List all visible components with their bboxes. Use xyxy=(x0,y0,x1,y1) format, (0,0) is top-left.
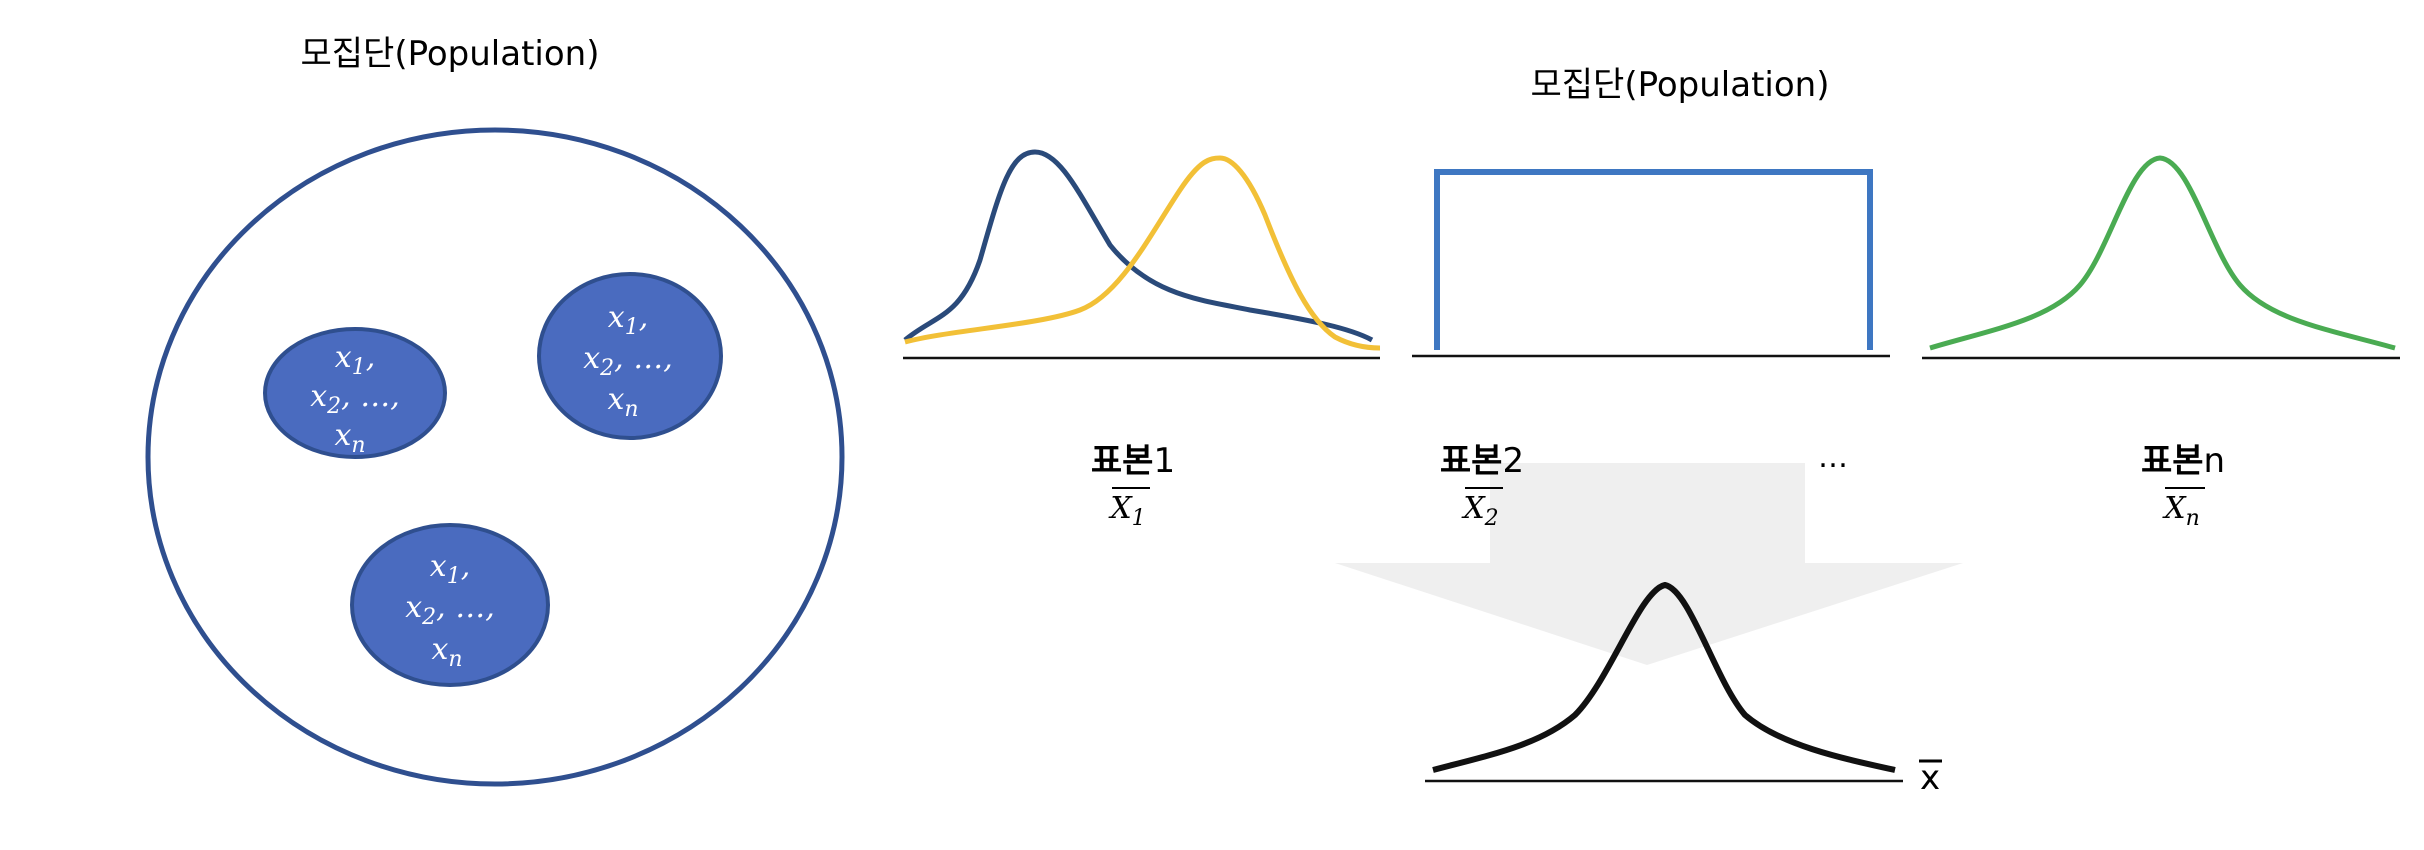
sample-blob-2-line3: xn xyxy=(607,382,638,422)
sample-blob-1-line1: x1, xyxy=(335,340,375,380)
xbar-axis-label: x xyxy=(1920,758,1940,798)
sample-blob-3-line1: x1, xyxy=(430,549,470,589)
sample-blob-3-line2: x2, …, xyxy=(405,590,495,630)
sample-blob-1-shape xyxy=(263,327,447,459)
sample-mean-1: X1 xyxy=(1108,487,1150,531)
sampling-distribution-panel: x xyxy=(1425,581,1942,798)
sample-mean-1-text: X1 xyxy=(1108,491,1145,531)
sample-label-2: 표본2 xyxy=(1440,441,1524,481)
sample-label-ellipsis: … xyxy=(1818,440,1848,475)
sample-blob-1: x1, x2, …, xn xyxy=(263,327,447,459)
sample-label-1: 표본1 xyxy=(1091,441,1175,481)
sample-mean-2-text: X2 xyxy=(1461,491,1498,531)
skewed-left-curve xyxy=(904,155,1381,351)
population-title-right: 모집단(Population) xyxy=(1530,65,1829,105)
sample-blob-3-line3: xn xyxy=(431,632,462,672)
sample-mean-n: Xn xyxy=(2162,487,2205,531)
normal-curve-green xyxy=(1929,155,2396,351)
uniform-distribution-shape xyxy=(1434,169,1873,350)
sample-label-n: 표본n xyxy=(2141,441,2225,481)
skewed-right-curve xyxy=(903,149,1374,343)
distribution-panel-2 xyxy=(1412,169,1890,358)
population-title-left: 모집단(Population) xyxy=(300,34,599,74)
sample-blob-2-shape xyxy=(537,272,723,440)
sample-mean-n-text: Xn xyxy=(2162,491,2200,531)
sample-blob-2-line1: x1, xyxy=(608,300,648,340)
population-circle xyxy=(145,127,845,787)
sample-mean-2: X2 xyxy=(1461,487,1503,531)
distribution-panel-3 xyxy=(1922,155,2400,360)
distribution-panel-1 xyxy=(903,149,1381,360)
sample-blob-3-shape xyxy=(350,523,550,687)
sample-blob-1-line3: xn xyxy=(334,418,365,458)
sample-blob-3: x1, x2, …, xn xyxy=(350,523,550,687)
sample-blob-2-line2: x2, …, xyxy=(583,341,673,381)
down-arrow xyxy=(1335,463,1963,665)
sampling-distribution-curve xyxy=(1432,581,1896,773)
sample-blob-1-line2: x2, …, xyxy=(310,379,400,419)
sample-blob-2: x1, x2, …, xn xyxy=(537,272,723,440)
